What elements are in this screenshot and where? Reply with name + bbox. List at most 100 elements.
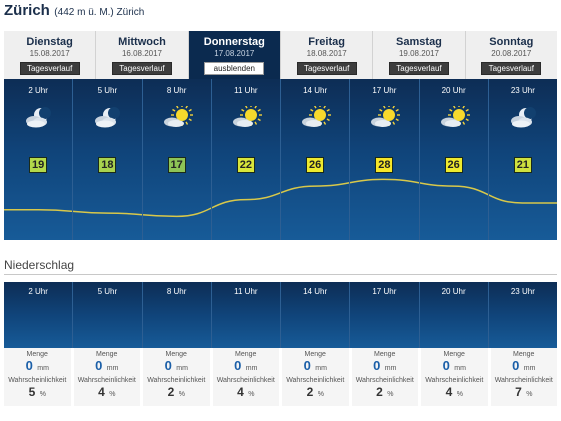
- tagesverlauf-button[interactable]: Tagesverlauf: [296, 62, 357, 75]
- probability-value: 4 %: [213, 385, 280, 400]
- amount-number: 0: [373, 358, 381, 373]
- precip-stat: Menge 0 mm Wahrscheinlichkeit 4 %: [73, 348, 143, 406]
- hour-column: 14 Uhr 26: [281, 79, 351, 240]
- amount-label: Menge: [443, 351, 465, 358]
- precip-stat: Menge 0 mm Wahrscheinlichkeit 2 %: [143, 348, 213, 406]
- precip-stat: Menge 0 mm Wahrscheinlichkeit 5 %: [4, 348, 74, 406]
- amount-value: 0 mm: [491, 359, 558, 374]
- day-tab-freitag[interactable]: Freitag 18.08.2017 Tagesverlauf: [280, 31, 374, 79]
- precip-hour-column: 5 Uhr: [73, 282, 143, 348]
- day-tab-date: 19.08.2017: [398, 49, 439, 58]
- amount-label: Menge: [374, 351, 396, 358]
- precip-stat: Menge 0 mm Wahrscheinlichkeit 7 %: [490, 348, 558, 406]
- hour-column: 23 Uhr 21: [489, 79, 557, 240]
- probability-unit: %: [39, 391, 46, 398]
- day-tab-name: Samstag: [396, 36, 442, 48]
- probability-unit: %: [109, 391, 116, 398]
- precip-hour-column: 2 Uhr: [4, 282, 74, 348]
- day-tab-mittwoch[interactable]: Mittwoch 16.08.2017 Tagesverlauf: [96, 31, 189, 79]
- day-tab-date: 20.08.2017: [491, 49, 532, 58]
- hour-column: 8 Uhr 17: [143, 79, 212, 240]
- precip-hour-time: 11 Uhr: [234, 287, 258, 296]
- temperature-badge: 22: [236, 157, 255, 173]
- tagesverlauf-button[interactable]: Tagesverlauf: [388, 62, 449, 75]
- probability-label: Wahrscheinlichkeit: [77, 377, 136, 384]
- amount-unit: mm: [315, 365, 327, 372]
- precipitation-stats: Menge 0 mm Wahrscheinlichkeit 5 % Menge 0 mm W…: [4, 348, 557, 406]
- hide-button[interactable]: ausblenden: [204, 62, 265, 75]
- tagesverlauf-button[interactable]: Tagesverlauf: [481, 62, 542, 75]
- sun-cloud-icon: [299, 104, 332, 130]
- tagesverlauf-button[interactable]: Tagesverlauf: [19, 62, 80, 75]
- precip-stat: Menge 0 mm Wahrscheinlichkeit 2 %: [282, 348, 352, 406]
- probability-value: 5 %: [4, 385, 71, 400]
- probability-unit: %: [387, 391, 394, 398]
- precip-hour-time: 23 Uhr: [510, 287, 535, 296]
- day-tab-date: 15.08.2017: [29, 49, 70, 58]
- amount-number: 0: [164, 358, 172, 373]
- temperature-badge: 18: [98, 157, 117, 173]
- hour-time: 5 Uhr: [97, 86, 118, 95]
- probability-label: Wahrscheinlichkeit: [355, 377, 414, 384]
- amount-value: 0 mm: [213, 359, 280, 374]
- hour-column: 5 Uhr 18: [73, 79, 143, 240]
- day-tabs: Dienstag 15.08.2017 Tagesverlauf Mittwoch 16…: [4, 31, 557, 79]
- temperature-badge: 17: [167, 157, 186, 173]
- day-tab-dienstag[interactable]: Dienstag 15.08.2017 Tagesverlauf: [4, 31, 97, 79]
- temperature-badge: 26: [444, 157, 463, 173]
- hour-column: 20 Uhr 26: [420, 79, 489, 240]
- sun-cloud-icon: [438, 104, 470, 130]
- precipitation-panel: 2 Uhr 5 Uhr 8 Uhr 11 Uhr 14 Uhr 17 Uhr 20 Uhr 2…: [4, 282, 557, 348]
- precip-stat: Menge 0 mm Wahrscheinlichkeit 4 %: [212, 348, 282, 406]
- probability-number: 2: [306, 385, 314, 399]
- day-tab-date: 17.08.2017: [214, 49, 255, 58]
- amount-value: 0 mm: [282, 359, 349, 374]
- hour-time: 23 Uhr: [510, 86, 535, 95]
- probability-label: Wahrscheinlichkeit: [8, 377, 67, 384]
- hourly-forecast-panel: 2 Uhr 19 5 Uhr 18 8 Uhr 17 11 Uhr 22 14 Uhr 26 17 …: [4, 79, 557, 240]
- amount-number: 0: [234, 358, 242, 373]
- probability-unit: %: [526, 391, 533, 398]
- probability-number: 7: [515, 385, 522, 399]
- probability-unit: %: [317, 391, 324, 398]
- day-tab-name: Mittwoch: [118, 36, 166, 48]
- moon-cloud-icon: [507, 106, 539, 130]
- amount-value: 0 mm: [352, 359, 419, 374]
- amount-unit: mm: [245, 365, 258, 372]
- probability-value: 2 %: [282, 385, 349, 400]
- amount-unit: mm: [454, 365, 466, 372]
- precip-hour-time: 8 Uhr: [166, 287, 187, 296]
- precip-stat: Menge 0 mm Wahrscheinlichkeit 4 %: [421, 348, 491, 406]
- amount-number: 0: [95, 358, 103, 373]
- probability-unit: %: [178, 391, 185, 398]
- amount-value: 0 mm: [143, 359, 210, 374]
- day-tab-date: 16.08.2017: [121, 49, 163, 58]
- amount-label: Menge: [96, 351, 118, 358]
- hour-time: 11 Uhr: [234, 86, 258, 95]
- probability-number: 4: [98, 385, 105, 399]
- probability-value: 2 %: [352, 385, 419, 400]
- probability-unit: %: [248, 391, 255, 398]
- tagesverlauf-button[interactable]: Tagesverlauf: [111, 62, 172, 75]
- probability-value: 2 %: [143, 385, 210, 400]
- amount-value: 0 mm: [4, 359, 71, 374]
- day-tab-name: Dienstag: [26, 36, 73, 48]
- day-tab-name: Freitag: [308, 36, 345, 48]
- precip-hour-column: 23 Uhr: [489, 282, 557, 348]
- location-details: (442 m ü. M.) Zürich: [54, 7, 145, 18]
- probability-number: 4: [237, 385, 244, 399]
- temperature-badge: 21: [513, 157, 532, 173]
- day-tab-name: Donnerstag: [203, 36, 265, 48]
- amount-label: Menge: [26, 351, 48, 358]
- probability-number: 2: [376, 385, 383, 399]
- hour-column: 17 Uhr 28: [350, 79, 420, 240]
- day-tab-sonntag[interactable]: Sonntag 20.08.2017 Tagesverlauf: [465, 31, 557, 79]
- sun-cloud-icon: [161, 104, 193, 130]
- day-tab-samstag[interactable]: Samstag 19.08.2017 Tagesverlauf: [373, 31, 466, 79]
- amount-label: Menge: [235, 351, 257, 358]
- precip-hour-column: 8 Uhr: [143, 282, 212, 348]
- amount-value: 0 mm: [421, 359, 488, 374]
- day-tab-donnerstag[interactable]: Donnerstag 17.08.2017 ausblenden: [188, 31, 281, 79]
- amount-number: 0: [512, 358, 520, 373]
- probability-label: Wahrscheinlichkeit: [216, 377, 275, 384]
